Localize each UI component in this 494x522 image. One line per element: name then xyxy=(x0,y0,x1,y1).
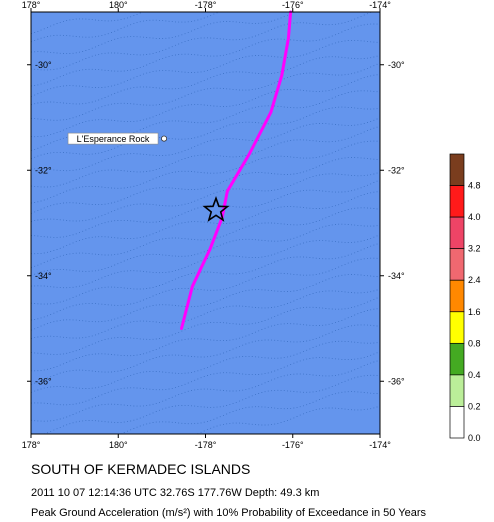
x-tick-label-top: -176° xyxy=(282,0,304,10)
map-title: SOUTH OF KERMADEC ISLANDS xyxy=(31,461,251,477)
y-tick-label-right: -30° xyxy=(388,60,405,70)
legend-swatch xyxy=(449,185,465,218)
ocean-area xyxy=(31,12,380,434)
y-tick-label-left: -34° xyxy=(35,271,52,281)
y-tick-label-left: -30° xyxy=(35,60,52,70)
legend-swatch xyxy=(449,342,465,376)
legend-swatch xyxy=(449,406,465,439)
x-tick-label-bottom: -176° xyxy=(282,440,304,450)
legend-label: 3.2 xyxy=(468,244,481,254)
legend-label: 1.6 xyxy=(468,307,481,317)
x-tick-label-top: 178° xyxy=(22,0,41,10)
legend-label: 4.0 xyxy=(468,212,481,222)
x-tick-label-bottom: 180° xyxy=(109,440,128,450)
place-label-box xyxy=(67,132,159,145)
x-tick-label-top: -178° xyxy=(195,0,217,10)
map-axes: 178° 178° 180° 180° -178° -178° -176° -176° -174… xyxy=(22,0,405,450)
pga-color-legend: 4.8 4.0 3.2 2.4 1.6 0.8 0.4 0.2 0.0 xyxy=(449,153,481,443)
map-description: Peak Ground Acceleration (m/s²) with 10%… xyxy=(31,507,426,519)
y-tick-label-left: -32° xyxy=(35,165,52,175)
legend-label: 0.8 xyxy=(468,338,481,348)
x-tick-label-top: 180° xyxy=(109,0,128,10)
legend-label: 0.2 xyxy=(468,401,481,411)
legend-label: 4.8 xyxy=(468,181,481,191)
legend-swatch xyxy=(449,311,465,344)
place-dot-icon xyxy=(161,135,168,142)
y-tick-label-right: -36° xyxy=(388,376,405,386)
fault-line xyxy=(180,10,293,330)
place-label: L'Esperance Rock xyxy=(77,134,150,144)
y-tick-label-right: -34° xyxy=(388,271,405,281)
legend-label: 0.0 xyxy=(468,433,481,443)
y-tick-label-right: -32° xyxy=(388,165,405,175)
legend-label: 0.4 xyxy=(468,370,481,380)
x-tick-label-top: -174° xyxy=(369,0,391,10)
place-marker: L'Esperance Rock xyxy=(67,132,168,145)
event-info: 2011 10 07 12:14:36 UTC 32.76S 177.76W D… xyxy=(31,487,320,499)
places-layer: L'Esperance Rock xyxy=(67,132,168,145)
legend-swatch xyxy=(449,279,465,313)
x-tick-label-bottom: 178° xyxy=(22,440,41,450)
legend-swatch xyxy=(449,248,465,281)
epicenter-star-icon xyxy=(202,195,230,222)
legend-swatch xyxy=(449,216,465,250)
legend-swatch xyxy=(449,153,465,186)
legend-label: 2.4 xyxy=(468,275,481,285)
y-tick-label-left: -36° xyxy=(35,376,52,386)
x-tick-label-bottom: -178° xyxy=(195,440,217,450)
legend-swatch xyxy=(449,374,465,407)
x-tick-label-bottom: -174° xyxy=(369,440,391,450)
